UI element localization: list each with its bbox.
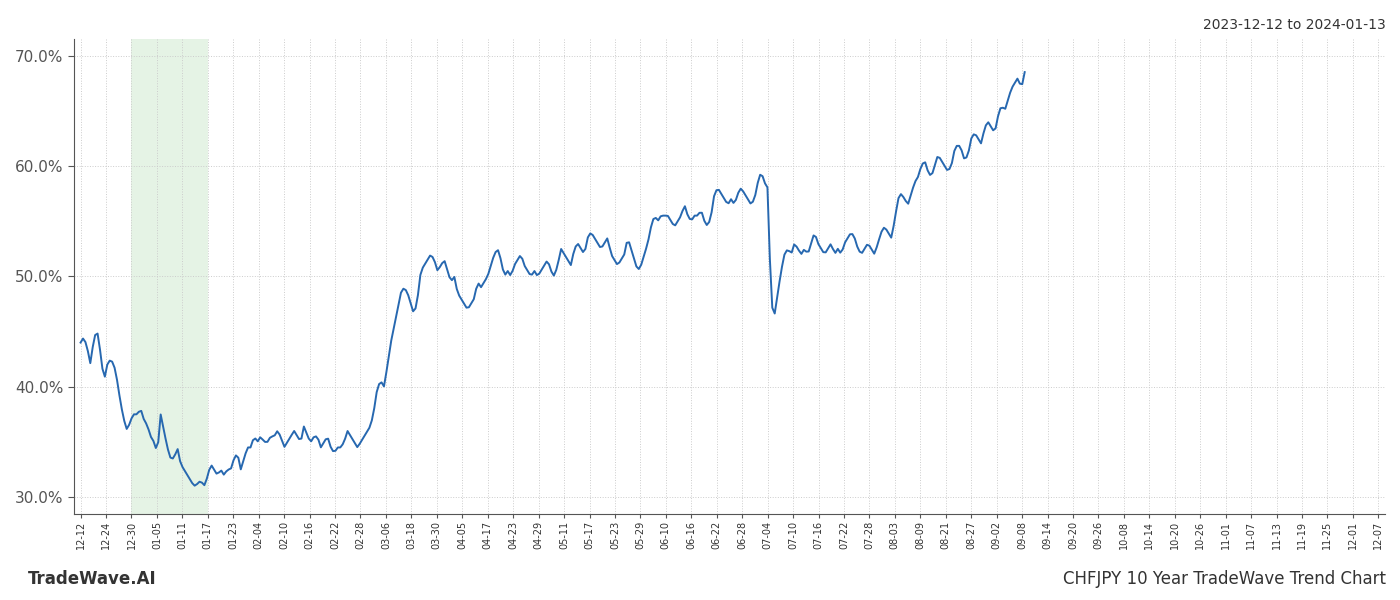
Text: TradeWave.AI: TradeWave.AI: [28, 570, 157, 588]
Text: 2023-12-12 to 2024-01-13: 2023-12-12 to 2024-01-13: [1203, 18, 1386, 32]
Bar: [132, 39, 207, 514]
Text: CHFJPY 10 Year TradeWave Trend Chart: CHFJPY 10 Year TradeWave Trend Chart: [1063, 570, 1386, 588]
